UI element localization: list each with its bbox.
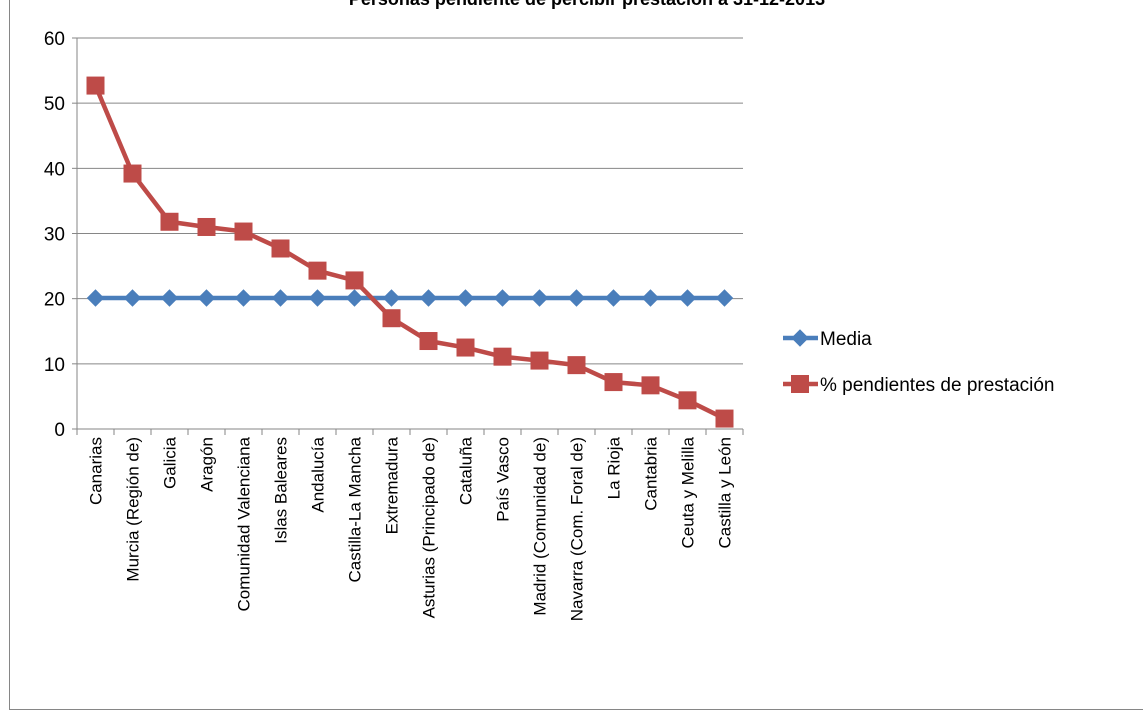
y-tick-label: 30 (44, 225, 65, 246)
data-point (567, 289, 586, 307)
legend-marker (791, 375, 809, 393)
data-point (345, 289, 364, 307)
data-point (530, 289, 549, 307)
legend-marker (791, 329, 809, 347)
x-tick-label: Castilla y León (716, 437, 735, 549)
x-tick-label: Cantabria (642, 436, 661, 510)
x-tick-label: Comunidad Valenciana (235, 436, 254, 611)
data-point (86, 289, 105, 307)
x-tick-label: Ceuta y Melilla (679, 436, 698, 548)
data-point (123, 289, 142, 307)
series-line (93, 84, 726, 421)
series-1 (86, 76, 734, 428)
x-tick-label: Canarias (87, 437, 106, 505)
data-point (493, 289, 512, 307)
x-tick-label: Galicia (161, 436, 180, 489)
data-point (493, 347, 512, 366)
data-point (419, 289, 438, 307)
x-tick-labels: Canarias Murcia (Región de) Galicia Aragón C… (87, 436, 735, 621)
data-point (234, 222, 253, 241)
data-point (160, 289, 179, 307)
x-tick-label: Navarra (Com. Foral de) (568, 437, 587, 621)
x-tick-label: Asturias (Principado de) (420, 437, 439, 618)
legend-entry: % pendientes de prestación (783, 375, 1055, 396)
x-tick-label: La Rioja (605, 436, 624, 499)
series-0 (86, 289, 734, 307)
data-point (197, 217, 216, 236)
gridlines (77, 37, 743, 365)
legend-entry: Media (783, 329, 872, 350)
x-tick-label: Islas Baleares (272, 437, 291, 544)
data-point (678, 391, 697, 410)
x-tick-label: Madrid (Comunidad de) (531, 437, 550, 616)
x-tick-label: Castilla-La Mancha (346, 436, 365, 582)
data-point (160, 212, 179, 231)
y-tick-label: 50 (44, 94, 65, 115)
data-point (715, 289, 734, 307)
data-point (234, 289, 253, 307)
x-tick-label: Aragón (198, 437, 217, 492)
data-point (197, 289, 216, 307)
data-point (604, 289, 623, 307)
legend-label: % pendientes de prestación (820, 375, 1055, 396)
data-point (271, 239, 290, 258)
x-tick-label: Extremadura (383, 436, 402, 534)
data-point (715, 409, 734, 428)
data-point (530, 351, 549, 370)
series-group (86, 76, 734, 428)
y-tick-label: 0 (54, 420, 65, 441)
data-point (567, 356, 586, 375)
data-point (345, 271, 364, 290)
y-tick-label: 10 (44, 355, 65, 376)
axes (72, 37, 744, 435)
data-point (641, 289, 660, 307)
data-point (86, 76, 105, 95)
legend-label: Media (820, 329, 872, 350)
y-tick-label: 20 (44, 290, 65, 311)
y-tick-label: 40 (44, 159, 65, 180)
data-point (641, 376, 660, 395)
legend: Media % pendientes de prestación (783, 329, 1055, 396)
data-point (382, 309, 401, 328)
data-point (678, 289, 697, 307)
data-point (308, 261, 327, 280)
data-point (456, 289, 475, 307)
x-tick-label: Cataluña (457, 436, 476, 505)
data-point (604, 373, 623, 392)
data-point (271, 289, 290, 307)
y-tick-label: 60 (44, 29, 65, 50)
chart-title: Personas pendiente de percibir prestació… (0, 0, 1143, 10)
x-tick-label: País Vasco (494, 437, 513, 522)
data-point (382, 289, 401, 307)
x-tick-label: Murcia (Región de) (124, 437, 143, 582)
y-tick-labels: 0 10 20 30 40 50 60 (44, 29, 65, 441)
data-point (419, 332, 438, 351)
x-tick-label: Andalucía (309, 436, 328, 512)
data-point (308, 289, 327, 307)
data-point (123, 164, 142, 183)
data-point (456, 338, 475, 357)
